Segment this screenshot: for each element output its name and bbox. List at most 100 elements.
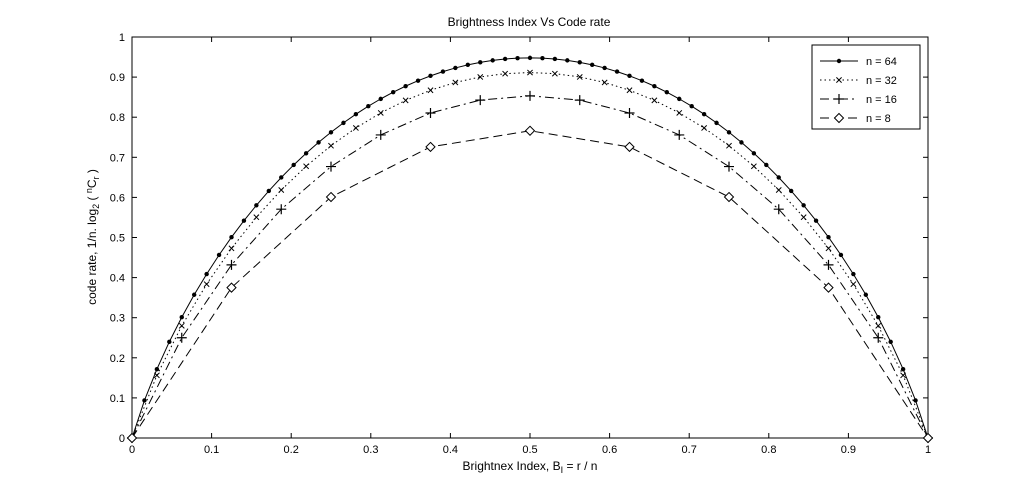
data-point [241,218,247,223]
legend-items: n = 64 n = 32 n = 16 n = 8 [820,56,897,125]
data-point [325,191,337,203]
axis-ticks: 0 0.1 0.2 0.3 0.4 0.5 0.6 0.7 0.8 0.9 1 0 0.1 0.2 0.3 0… [110,32,931,456]
data-point [167,339,172,345]
data-point [836,58,842,64]
data-point [875,322,882,329]
data-point [624,108,635,119]
data-point [425,108,436,119]
chart-title: Brightness Index Vs Code rate [448,15,611,29]
data-point [677,96,682,102]
data-point [254,203,259,208]
data-point [823,259,834,270]
data-point [226,259,237,270]
data-point [278,187,285,193]
data-point [465,62,471,68]
legend-label: n = 32 [866,75,897,87]
data-point [788,188,794,194]
data-point [176,332,187,343]
y-tick-label: 0.1 [110,393,125,405]
data-point [428,73,433,79]
data-point [226,282,237,293]
data-point [228,245,235,252]
data-point [552,56,558,62]
data-point [601,79,608,86]
data-point [527,69,533,76]
data-point [750,163,757,170]
data-point [203,281,210,288]
data-point [353,112,359,117]
data-point [825,245,832,252]
legend-label: n = 64 [866,56,897,68]
data-point [178,322,185,329]
data-point [540,55,545,61]
y-tick-label: 0.3 [110,313,125,325]
data-point [403,83,408,89]
x-tick-label: 0.5 [522,444,537,456]
data-point [291,162,296,168]
y-axis-label-sub1: 2 [91,204,101,209]
data-point [490,58,495,63]
data-point [764,162,769,168]
y-tick-label: 0.2 [110,353,125,365]
data-point [216,252,222,258]
data-point [415,78,421,83]
data-point [524,125,536,136]
x-axis-label-tail: = r / n [563,459,597,473]
data-point [525,90,535,101]
x-tick-label: 0.7 [682,444,697,456]
data-point [813,218,819,223]
data-point [900,367,906,372]
data-point [142,398,147,403]
x-tick-label: 0.2 [284,444,299,456]
data-point [279,175,284,180]
data-point [873,332,884,343]
y-axis-label-part1: code rate, 1/n. log [85,209,99,305]
y-tick-label: 0.6 [110,192,125,204]
y-axis-label-part2: ( [85,193,99,204]
data-point [303,163,310,170]
data-point [624,141,635,153]
data-point [701,112,707,117]
y-tick-label: 0.5 [110,233,125,245]
data-point [253,214,260,221]
data-point [876,315,881,320]
data-point [390,89,396,95]
data-point [204,271,209,277]
data-point [402,97,409,104]
x-tick-label: 0 [129,444,135,456]
series-plus [127,90,933,443]
x-tick-label: 1 [925,444,931,456]
data-point [639,78,645,83]
data-point [701,125,708,131]
x-tick-label: 0.1 [204,444,219,456]
data-point [452,79,459,86]
data-point [377,109,384,116]
data-point [577,60,582,65]
x-tick-label: 0.9 [841,444,856,456]
y-tick-label: 0.9 [110,72,125,84]
data-point [179,315,184,320]
data-point [266,188,272,194]
data-point [900,372,907,379]
x-tick-label: 0.4 [443,444,458,456]
y-axis-label-sup: n [84,188,94,193]
data-point [515,55,520,61]
data-point [477,73,484,80]
x-axis-label: Brightnex Index, BI = r / n [463,459,598,475]
data-point [626,87,633,94]
y-axis-label-part4: ) [85,169,99,176]
data-point [850,281,857,288]
data-point [502,70,509,77]
data-point [328,130,334,135]
series-dot [129,55,931,441]
data-point [801,203,806,208]
data-point [826,235,831,240]
data-point [614,69,620,74]
y-tick-label: 0.4 [110,273,125,285]
data-point [328,142,334,149]
data-point [427,87,434,94]
data-point [551,70,558,77]
y-axis-label: code rate, 1/n. log2 ( nCr ) [84,169,101,305]
